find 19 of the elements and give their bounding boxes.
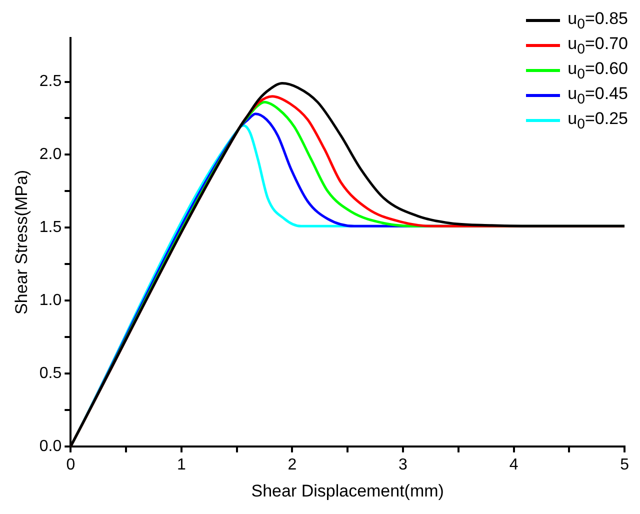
legend-label: u$_{0}$=0.60 [568, 58, 628, 82]
x-tick-label: 4 [509, 456, 518, 474]
y-tick-label: 0.5 [39, 364, 62, 382]
legend-label: u$_{0}$=0.85 [568, 8, 628, 32]
legend-label: u$_{0}$=0.70 [568, 34, 628, 58]
x-axis-title: Shear Displacement(mm) [251, 481, 444, 500]
x-tick-label: 0 [66, 456, 76, 474]
x-tick-label: 3 [398, 456, 408, 474]
y-tick-label: 2.5 [39, 73, 62, 90]
y-tick-label: 0.0 [39, 438, 62, 455]
x-tick-label: 1 [176, 456, 186, 474]
x-tick-label: 5 [620, 456, 630, 474]
y-tick-label: 1.0 [39, 292, 62, 309]
y-tick-label: 2.0 [39, 146, 62, 164]
y-tick-label: 1.5 [39, 219, 62, 236]
x-tick-label: 2 [288, 456, 297, 474]
legend-label: u$_{0}$=0.25 [568, 108, 628, 132]
y-axis-title: Shear Stress(MPa) [12, 170, 31, 314]
legend-label: u$_{0}$=0.45 [568, 84, 628, 108]
